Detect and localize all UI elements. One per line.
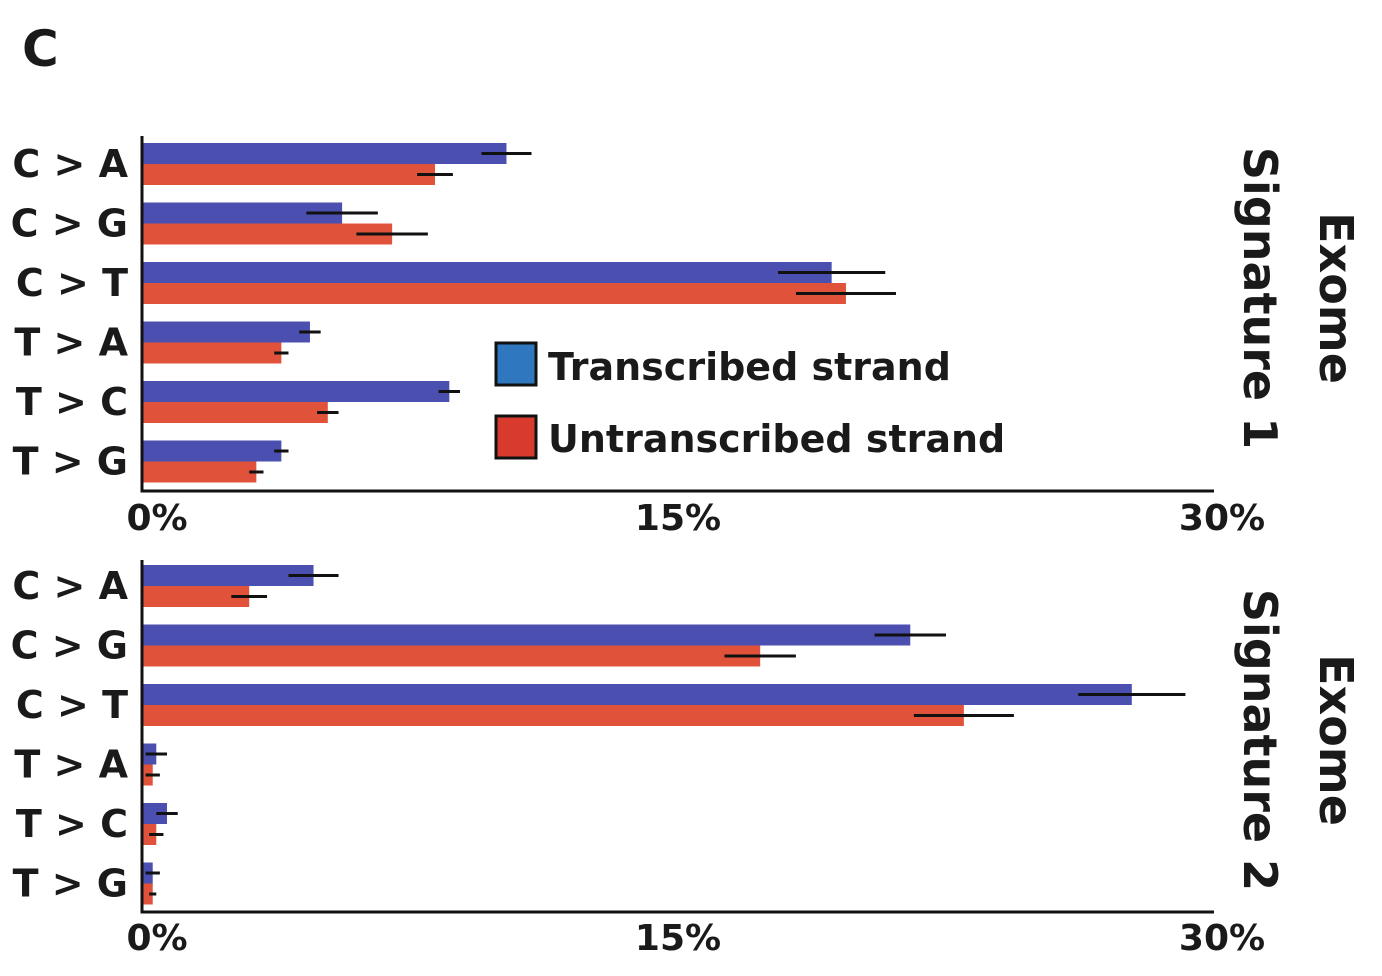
x-tick-label: 0% (126, 498, 187, 539)
bar-transcribed (142, 684, 1132, 705)
category-label: C > T (16, 683, 128, 727)
chart-title: Exome Signature 1 (1233, 147, 1363, 449)
x-tick-label: 15% (635, 918, 721, 959)
bar-untranscribed (142, 402, 328, 423)
category-label: C > A (12, 564, 128, 608)
bar-untranscribed (142, 586, 250, 607)
legend-label-untranscribed: Untranscribed strand (548, 417, 1005, 461)
bar-untranscribed (142, 705, 964, 726)
chart-title-line-1: Exome (1309, 212, 1363, 384)
x-tick-label: 30% (1179, 498, 1265, 539)
category-label: T > C (16, 380, 128, 424)
category-label: T > G (13, 440, 128, 484)
legend-swatch-untranscribed (494, 414, 538, 460)
bar-untranscribed (142, 283, 846, 304)
x-tick-label: 15% (635, 498, 721, 539)
bar-untranscribed (142, 164, 436, 185)
legend-label-transcribed: Transcribed strand (548, 345, 951, 389)
chart-title: Exome Signature 2 (1233, 589, 1363, 891)
legend-swatch-transcribed (494, 341, 538, 387)
panel-label: C (22, 20, 59, 78)
bar-untranscribed (142, 645, 761, 667)
bar-transcribed (142, 321, 310, 343)
bar-untranscribed (142, 342, 282, 364)
bar-transcribed (142, 565, 314, 586)
category-label: T > A (14, 321, 128, 365)
x-tick-label: 30% (1179, 918, 1265, 959)
category-label: C > T (16, 261, 128, 305)
chart-title-line-1: Exome (1309, 654, 1363, 826)
chart-exome-signature-2: C > A C > G C > T T > A T > C T > G 0% 15% 30% Ex… (11, 560, 1363, 959)
bar-transcribed (142, 440, 282, 462)
bar-untranscribed (142, 461, 257, 483)
chart-title-line-2: Signature 1 (1233, 147, 1287, 449)
bar-transcribed (142, 202, 343, 224)
category-label: C > G (11, 202, 128, 246)
chart-title-line-2: Signature 2 (1233, 589, 1287, 891)
x-tick-label: 0% (126, 918, 187, 959)
chart-exome-signature-1: C > A C > G C > T T > A T > C T > G 0% 15% 30% Ex… (11, 136, 1363, 539)
bar-transcribed (142, 143, 507, 164)
bar-transcribed (142, 803, 168, 824)
category-label: C > G (11, 624, 128, 668)
category-label: T > C (16, 802, 128, 846)
category-label: T > G (13, 862, 128, 906)
bar-untranscribed (142, 223, 393, 245)
category-label: T > A (14, 743, 128, 787)
legend: Transcribed strand Untranscribed strand (494, 341, 1005, 461)
bar-transcribed (142, 381, 450, 402)
category-label: C > A (12, 142, 128, 186)
bar-transcribed (142, 262, 832, 283)
bar-untranscribed (142, 883, 153, 905)
bar-transcribed (142, 624, 911, 646)
